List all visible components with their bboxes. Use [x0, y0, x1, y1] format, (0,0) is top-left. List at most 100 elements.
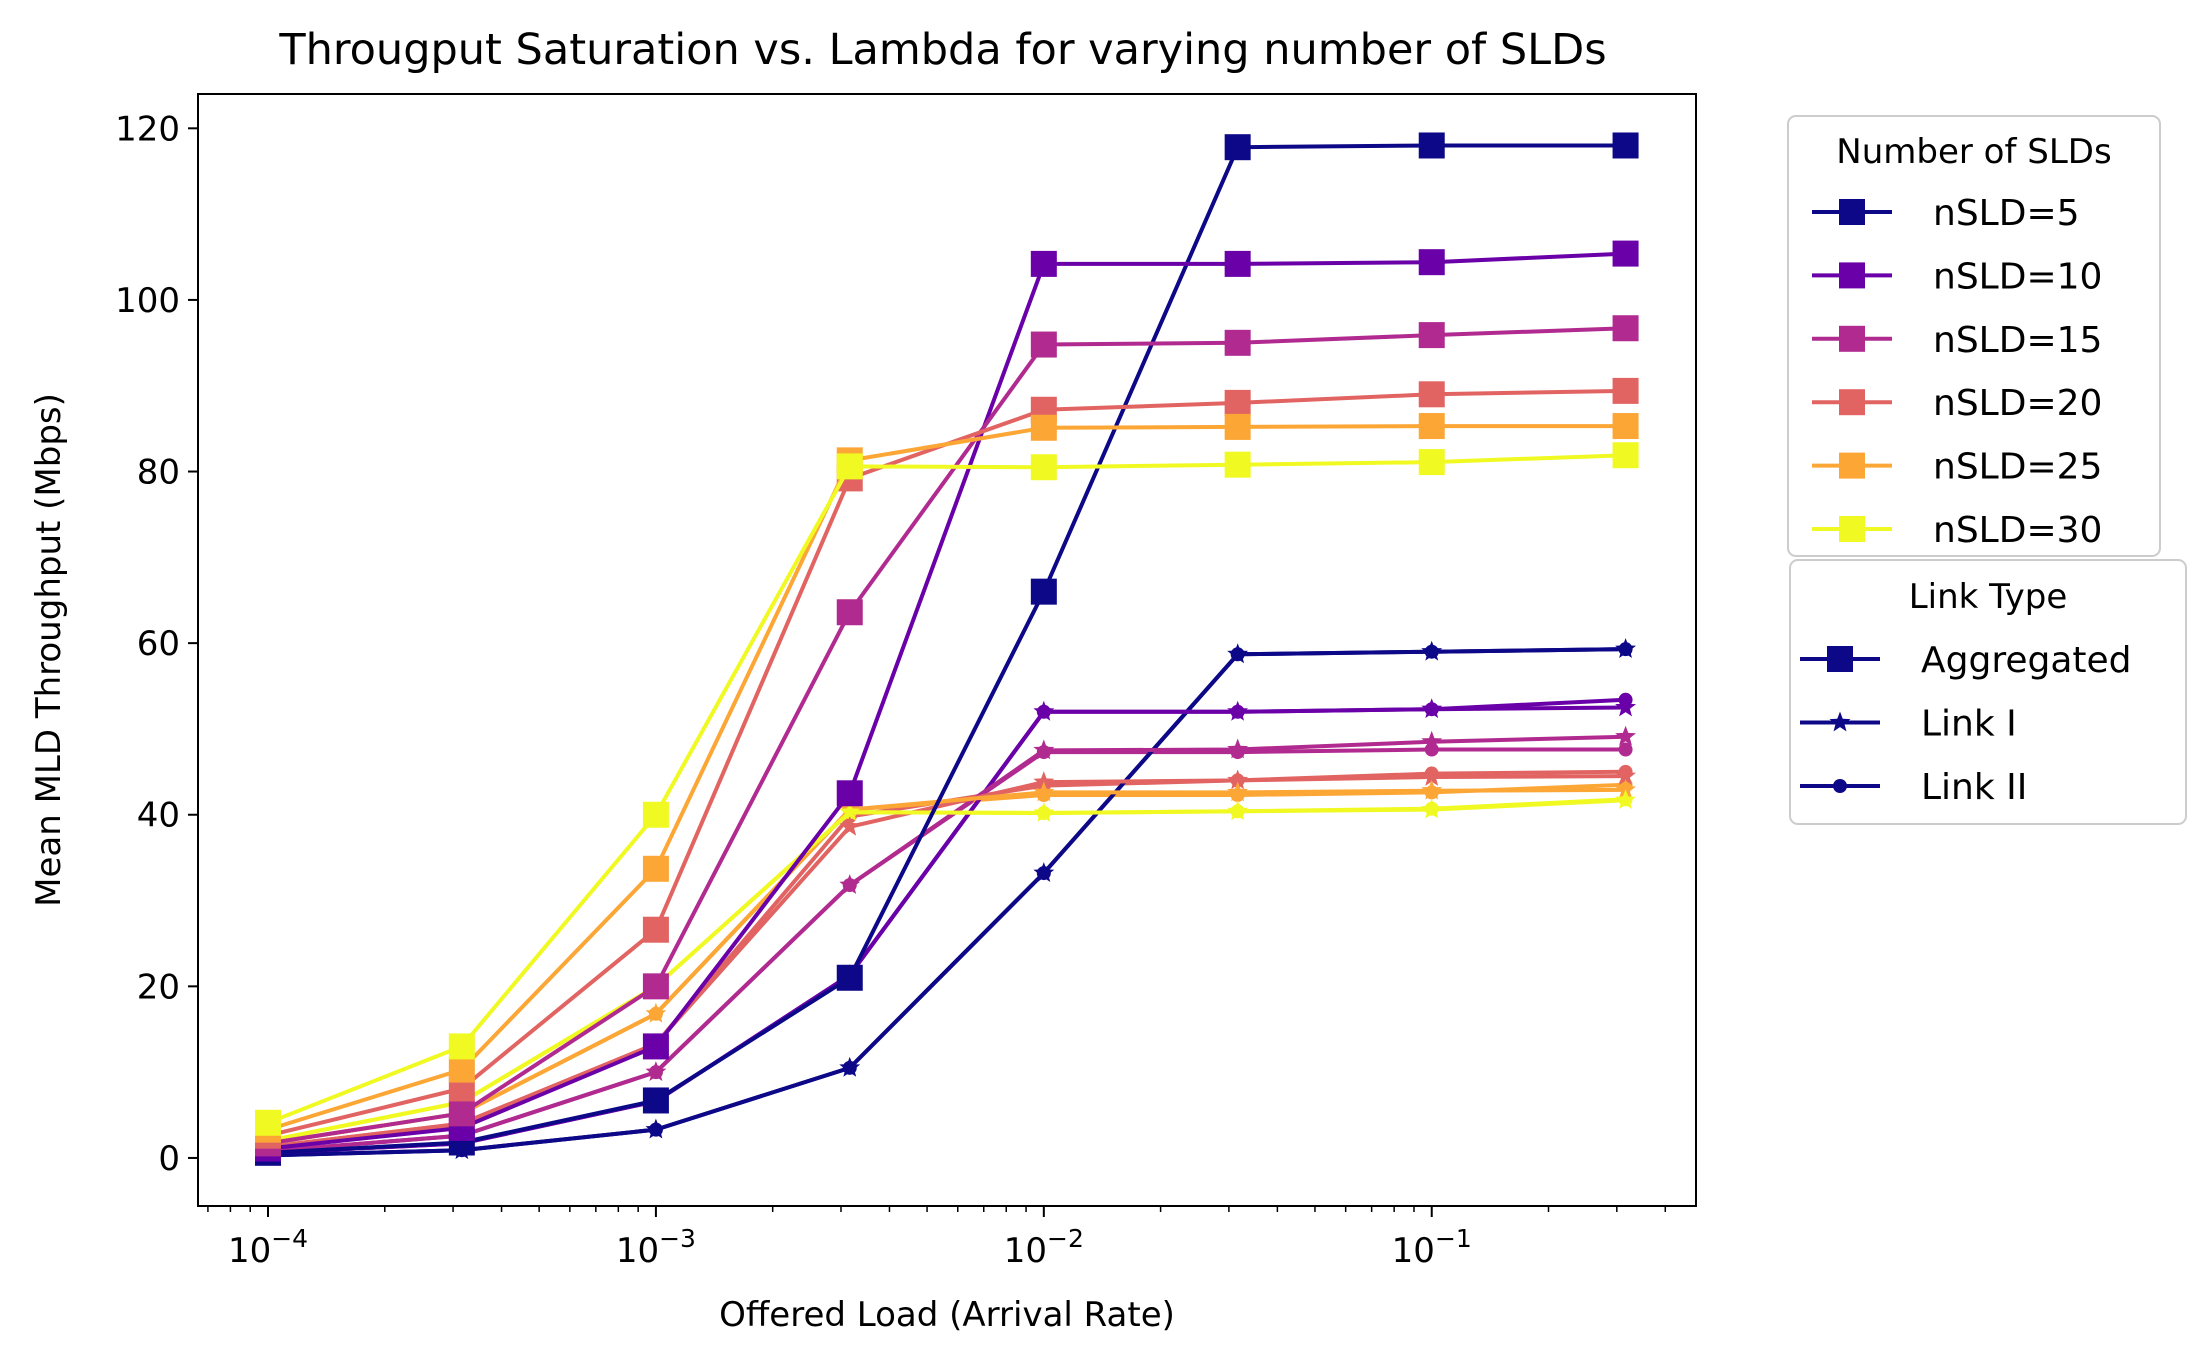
x-tick-label: 10−4	[228, 1224, 308, 1271]
data-point	[1033, 771, 1055, 791]
data-point	[642, 1087, 669, 1114]
series-line	[267, 453, 1626, 1125]
data-point	[645, 1118, 667, 1139]
series-line	[267, 251, 1626, 1151]
data-point	[1033, 739, 1055, 760]
data-point	[642, 973, 669, 1000]
data-point	[1224, 329, 1251, 356]
legend-sld-marker	[1839, 262, 1865, 289]
legend-link-marker	[1829, 711, 1851, 732]
data-point	[642, 801, 669, 828]
data-point	[1224, 389, 1251, 416]
y-tick-label: 120	[115, 109, 180, 149]
data-point	[836, 453, 863, 480]
series-line	[267, 787, 1626, 1146]
data-point	[1224, 250, 1251, 277]
legend-sld-label: nSLD=10	[1933, 256, 2102, 297]
y-tick-label: 0	[158, 1139, 180, 1179]
x-tick-label: 10−3	[616, 1224, 696, 1271]
data-point	[255, 1109, 282, 1136]
legend-sld-box	[1787, 115, 2161, 557]
legend-link-box	[1789, 559, 2187, 825]
data-point	[1421, 779, 1443, 800]
data-point	[1615, 765, 1636, 785]
y-tick-label: 40	[137, 796, 180, 836]
data-point	[1030, 250, 1057, 277]
legend-sld-marker	[1839, 389, 1865, 416]
chart-axes: 0 20 40 60 80 100 120 10−4 10−3 10−2 10−1	[115, 109, 1667, 1271]
data-point	[1421, 766, 1443, 786]
data-point	[1227, 781, 1249, 802]
data-point	[839, 801, 861, 822]
series-line	[267, 326, 1626, 1146]
series-line	[267, 424, 1626, 1132]
data-point	[1421, 640, 1443, 661]
data-point	[448, 1100, 475, 1127]
data-point	[839, 874, 861, 894]
data-point	[1227, 800, 1249, 821]
data-point	[836, 780, 863, 807]
data-point	[645, 1002, 667, 1023]
data-point	[1033, 781, 1055, 802]
legend-link-marker	[1827, 646, 1853, 672]
legend-sld-label: nSLD=25	[1933, 447, 2102, 488]
data-point	[1418, 322, 1445, 349]
x-axis-label: Offered Load (Arrival Rate)	[719, 1295, 1175, 1335]
data-point	[1421, 730, 1443, 751]
legend-sld-label: nSLD=20	[1933, 383, 2102, 424]
data-point	[1033, 802, 1055, 822]
data-point	[1033, 862, 1055, 882]
data-point	[1612, 377, 1639, 404]
data-point	[1612, 132, 1639, 159]
y-tick-label: 80	[137, 453, 180, 493]
y-tick-label: 100	[115, 281, 180, 321]
legend-link-marker	[1833, 779, 1847, 793]
data-point	[1418, 381, 1445, 408]
legend-sld-marker	[1839, 452, 1865, 479]
data-point	[1615, 696, 1636, 717]
data-point	[1615, 638, 1636, 658]
legend-number-of-slds: Number of SLDs nSLD=5 nSLD=10 nSLD=15 nSLD=…	[1787, 115, 2161, 557]
data-point	[1615, 778, 1636, 799]
data-point	[1227, 643, 1249, 664]
data-point	[1612, 442, 1639, 469]
data-point	[1618, 742, 1633, 757]
data-point	[1615, 789, 1636, 810]
legend-link-label: Link II	[1921, 767, 2027, 808]
data-point	[1224, 451, 1251, 478]
legend-link-type: Link Type Aggregated Link I Link II	[1789, 559, 2187, 825]
chart-title: Througput Saturation vs. Lambda for vary…	[278, 25, 1606, 75]
data-point	[1612, 240, 1639, 267]
x-tick-label: 10−2	[1004, 1224, 1084, 1271]
data-point	[1030, 414, 1057, 441]
y-tick-label: 20	[137, 967, 180, 1007]
legend-sld-label: nSLD=15	[1933, 320, 2102, 361]
series-line	[267, 774, 1626, 1149]
series-line	[267, 647, 1626, 1158]
data-point	[1224, 413, 1251, 440]
series-6-aggregated	[255, 442, 1639, 1136]
data-point	[1030, 454, 1057, 481]
data-point	[1227, 769, 1249, 790]
data-point	[448, 1033, 475, 1060]
legend-link-label: Aggregated	[1921, 640, 2132, 681]
data-point	[645, 1061, 667, 1081]
data-point	[1030, 578, 1057, 605]
data-point	[1227, 738, 1249, 759]
data-point	[836, 964, 863, 991]
data-point	[1421, 698, 1443, 719]
data-point	[1033, 700, 1055, 721]
data-point	[1227, 700, 1249, 721]
data-point	[1418, 413, 1445, 440]
data-point	[1615, 725, 1636, 746]
data-point	[836, 599, 863, 626]
data-point	[642, 1033, 669, 1060]
data-point	[448, 1056, 475, 1083]
data-point	[1418, 132, 1445, 159]
series-line	[267, 798, 1626, 1143]
y-axis-label: Mean MLD Throughput (Mbps)	[29, 393, 69, 907]
data-point	[1418, 249, 1445, 276]
y-tick-label: 60	[137, 624, 180, 664]
legend-link-label: Link I	[1921, 704, 2017, 745]
